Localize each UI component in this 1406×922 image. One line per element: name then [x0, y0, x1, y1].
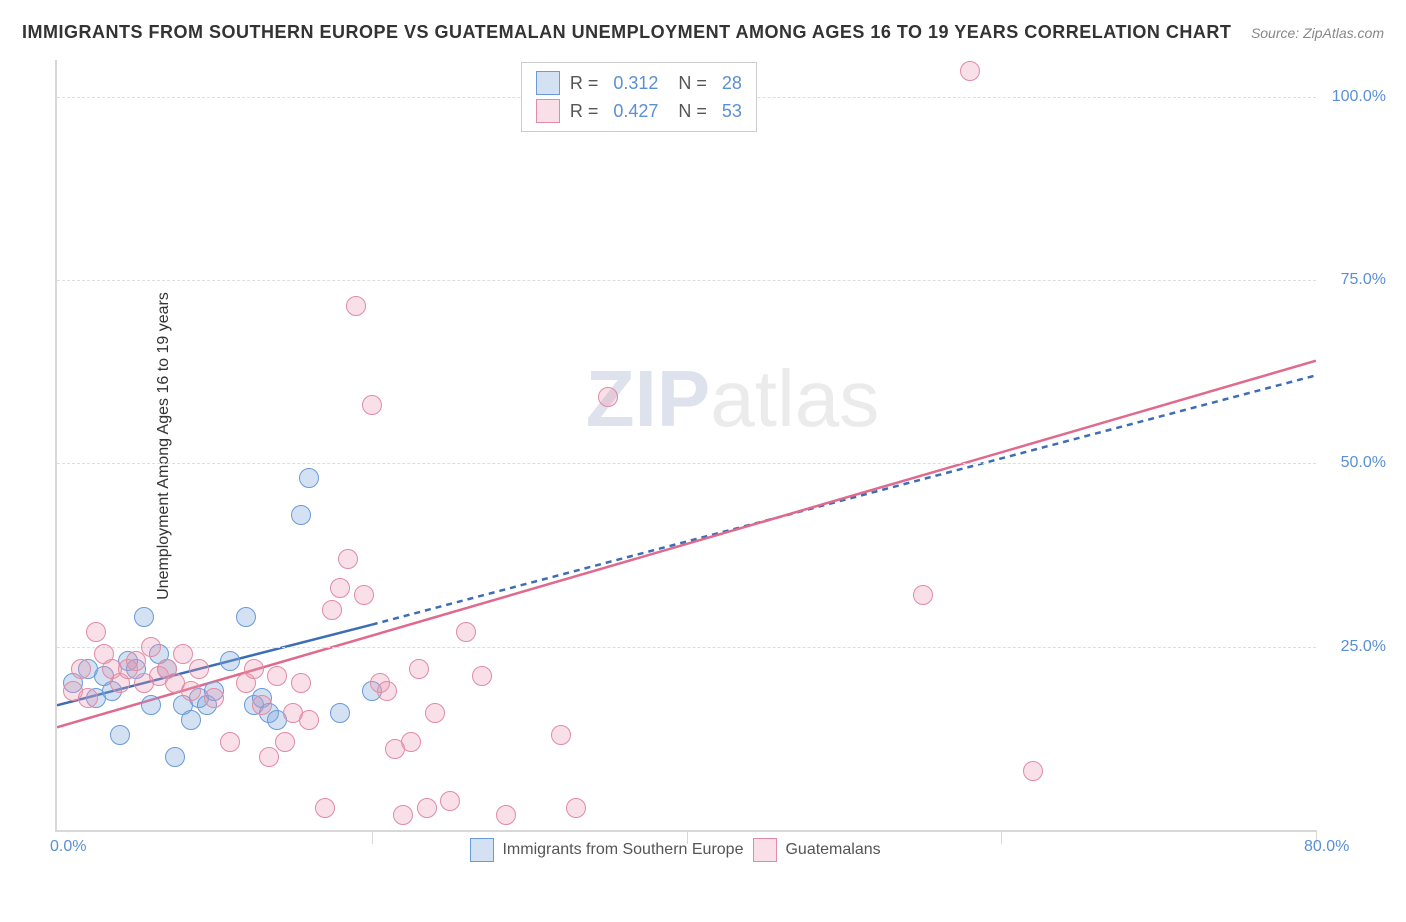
r-value: 0.312 — [608, 73, 658, 94]
data-point — [330, 703, 350, 723]
data-point — [189, 659, 209, 679]
source-credit: Source: ZipAtlas.com — [1251, 25, 1384, 41]
data-point — [1023, 761, 1043, 781]
data-point — [141, 695, 161, 715]
legend-swatch-pink — [753, 838, 777, 862]
data-point — [181, 710, 201, 730]
source-label: Source: — [1251, 25, 1299, 41]
data-point — [267, 666, 287, 686]
legend-item-blue: Immigrants from Southern Europe — [470, 838, 743, 862]
r-value: 0.427 — [608, 101, 658, 122]
correlation-legend: R = 0.312 N = 28R = 0.427 N = 53 — [521, 62, 757, 132]
data-point — [354, 585, 374, 605]
data-point — [126, 651, 146, 671]
chart-title: IMMIGRANTS FROM SOUTHERN EUROPE VS GUATE… — [22, 22, 1231, 43]
data-point — [456, 622, 476, 642]
legend-swatch — [536, 99, 560, 123]
x-tick-min: 0.0% — [50, 838, 86, 922]
n-label: N = — [668, 73, 707, 94]
data-point — [472, 666, 492, 686]
r-label: R = — [570, 73, 599, 94]
data-point — [393, 805, 413, 825]
n-value: 53 — [717, 101, 742, 122]
data-point — [291, 673, 311, 693]
data-point — [71, 659, 91, 679]
source-value: ZipAtlas.com — [1303, 25, 1384, 41]
data-point — [377, 681, 397, 701]
data-point — [409, 659, 429, 679]
data-point — [244, 659, 264, 679]
legend-label-blue: Immigrants from Southern Europe — [502, 841, 743, 859]
data-point — [401, 732, 421, 752]
data-point — [496, 805, 516, 825]
y-tick-label: 100.0% — [1332, 88, 1386, 106]
data-point — [236, 607, 256, 627]
legend-item-pink: Guatemalans — [753, 838, 880, 862]
data-point — [86, 622, 106, 642]
data-point — [346, 296, 366, 316]
data-point — [275, 732, 295, 752]
series-legend: Immigrants from Southern Europe Guatemal… — [470, 838, 880, 862]
n-value: 28 — [717, 73, 742, 94]
y-tick-label: 25.0% — [1341, 638, 1386, 656]
data-point — [425, 703, 445, 723]
data-point — [330, 578, 350, 598]
plot-area: ZIPatlas 25.0%50.0%75.0%100.0% — [55, 60, 1316, 832]
data-point — [598, 387, 618, 407]
data-point — [204, 688, 224, 708]
data-point — [315, 798, 335, 818]
title-bar: IMMIGRANTS FROM SOUTHERN EUROPE VS GUATE… — [22, 22, 1384, 43]
gridline — [57, 647, 1316, 648]
data-point — [134, 607, 154, 627]
data-point — [299, 710, 319, 730]
data-point — [141, 637, 161, 657]
data-point — [551, 725, 571, 745]
data-point — [322, 600, 342, 620]
data-point — [299, 468, 319, 488]
r-label: R = — [570, 101, 599, 122]
y-tick-label: 75.0% — [1341, 271, 1386, 289]
x-tick — [1001, 830, 1002, 844]
data-point — [252, 695, 272, 715]
data-point — [220, 732, 240, 752]
trend-line — [372, 375, 1316, 624]
data-point — [913, 585, 933, 605]
y-tick-label: 50.0% — [1341, 454, 1386, 472]
n-label: N = — [668, 101, 707, 122]
data-point — [181, 681, 201, 701]
legend-row: R = 0.427 N = 53 — [536, 97, 742, 125]
data-point — [417, 798, 437, 818]
data-point — [259, 747, 279, 767]
x-tick — [372, 830, 373, 844]
data-point — [291, 505, 311, 525]
legend-swatch — [536, 71, 560, 95]
trend-lines — [57, 60, 1316, 830]
data-point — [220, 651, 240, 671]
data-point — [78, 688, 98, 708]
legend-row: R = 0.312 N = 28 — [536, 69, 742, 97]
data-point — [110, 725, 130, 745]
legend-swatch-blue — [470, 838, 494, 862]
data-point — [362, 395, 382, 415]
x-tick-max: 80.0% — [1304, 838, 1406, 922]
data-point — [165, 747, 185, 767]
data-point — [566, 798, 586, 818]
gridline — [57, 463, 1316, 464]
data-point — [338, 549, 358, 569]
data-point — [440, 791, 460, 811]
gridline — [57, 280, 1316, 281]
data-point — [960, 61, 980, 81]
data-point — [173, 644, 193, 664]
legend-label-pink: Guatemalans — [785, 841, 880, 859]
